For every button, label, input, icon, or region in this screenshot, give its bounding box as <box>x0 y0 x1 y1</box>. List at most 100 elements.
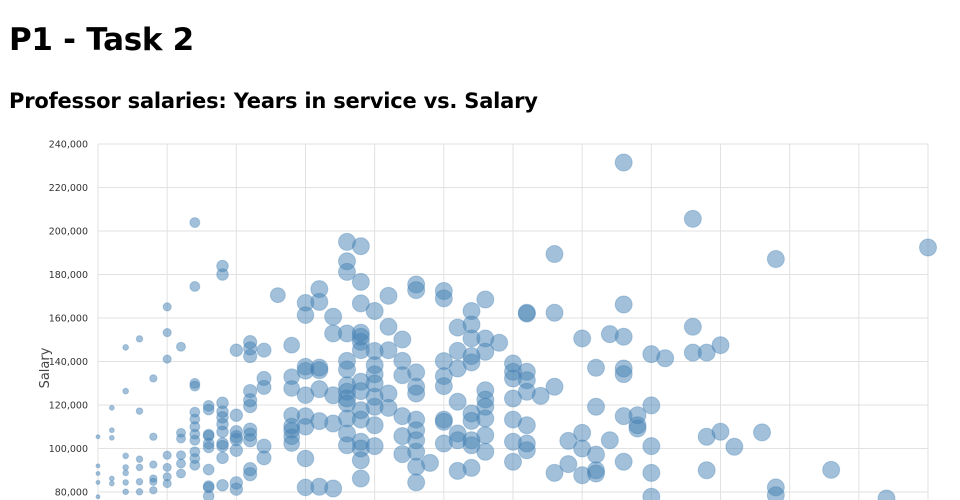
data-point <box>216 451 229 465</box>
data-point <box>407 281 426 300</box>
data-point <box>95 479 101 485</box>
data-point <box>338 262 356 281</box>
data-point <box>573 329 592 348</box>
data-point <box>379 398 398 417</box>
data-point <box>434 377 453 396</box>
data-point <box>628 419 647 438</box>
data-point <box>421 453 439 472</box>
data-point <box>162 450 172 460</box>
data-point <box>351 272 370 291</box>
data-point <box>216 268 229 281</box>
data-point <box>545 245 564 264</box>
data-point <box>95 494 101 500</box>
data-point <box>683 317 702 336</box>
data-point <box>642 396 661 415</box>
data-point <box>135 407 144 415</box>
data-point <box>256 379 272 395</box>
data-point <box>175 458 187 469</box>
data-point <box>545 377 564 396</box>
data-point <box>517 416 536 435</box>
data-point <box>269 287 286 304</box>
chart-title: Professor salaries: Years in service vs.… <box>9 89 538 113</box>
data-point <box>202 490 215 500</box>
data-point <box>243 348 258 364</box>
data-point <box>95 434 101 440</box>
data-point <box>189 380 201 392</box>
data-point <box>365 416 384 435</box>
data-point <box>162 462 172 473</box>
data-point <box>189 459 201 471</box>
y-tick-label: 80,000 <box>55 488 88 499</box>
data-point <box>175 341 187 352</box>
data-point <box>202 463 215 476</box>
data-point <box>504 452 522 471</box>
data-point <box>476 290 495 309</box>
data-point <box>697 461 716 480</box>
data-point <box>108 480 115 487</box>
data-point <box>189 281 201 292</box>
data-point <box>559 455 578 474</box>
data-point <box>614 153 633 172</box>
data-point <box>338 360 356 379</box>
data-point <box>135 335 144 343</box>
data-point <box>766 486 785 500</box>
data-point <box>517 304 536 323</box>
y-tick-label: 200,000 <box>49 227 88 238</box>
data-point <box>614 452 633 471</box>
data-point <box>135 463 144 472</box>
data-point <box>434 412 453 431</box>
data-point <box>135 455 144 463</box>
data-point <box>559 431 578 450</box>
data-point <box>122 452 130 460</box>
data-point <box>379 286 398 305</box>
data-point <box>229 343 244 357</box>
data-point <box>310 292 329 311</box>
data-point <box>587 464 605 483</box>
data-point <box>407 442 426 461</box>
data-point <box>108 404 115 411</box>
data-point <box>256 450 272 466</box>
data-point <box>310 361 329 380</box>
data-point <box>753 423 771 442</box>
data-point <box>162 478 172 489</box>
data-point <box>351 237 370 256</box>
data-point <box>351 469 370 488</box>
data-point <box>122 479 130 486</box>
data-point <box>379 317 398 336</box>
data-point <box>614 365 633 384</box>
data-point <box>296 306 315 324</box>
y-tick-label: 120,000 <box>49 401 88 412</box>
data-point <box>573 423 592 442</box>
y-tick-label: 220,000 <box>49 183 88 194</box>
data-point <box>175 468 187 479</box>
data-point <box>202 403 215 416</box>
data-point <box>135 478 144 486</box>
data-point <box>711 422 730 441</box>
data-point <box>462 353 481 372</box>
data-point <box>642 437 661 456</box>
data-point <box>122 469 130 477</box>
data-point <box>122 344 130 351</box>
page-title: P1 - Task 2 <box>9 22 194 58</box>
data-point <box>229 443 244 457</box>
data-point <box>490 333 509 352</box>
y-tick-label: 140,000 <box>49 357 88 368</box>
data-point <box>766 250 785 269</box>
y-axis-label: Salary <box>38 347 53 388</box>
data-point <box>407 473 426 492</box>
data-point <box>175 433 187 444</box>
data-point <box>434 289 453 308</box>
data-point <box>393 330 412 349</box>
data-point <box>243 433 258 448</box>
y-tick-label: 160,000 <box>49 314 88 325</box>
data-point <box>600 431 619 450</box>
data-point <box>122 387 130 395</box>
data-point <box>587 397 605 416</box>
data-point <box>229 482 244 496</box>
data-point <box>351 451 370 470</box>
data-point <box>108 427 115 434</box>
data-point <box>108 475 115 482</box>
data-point <box>162 354 172 364</box>
data-point <box>149 486 158 495</box>
